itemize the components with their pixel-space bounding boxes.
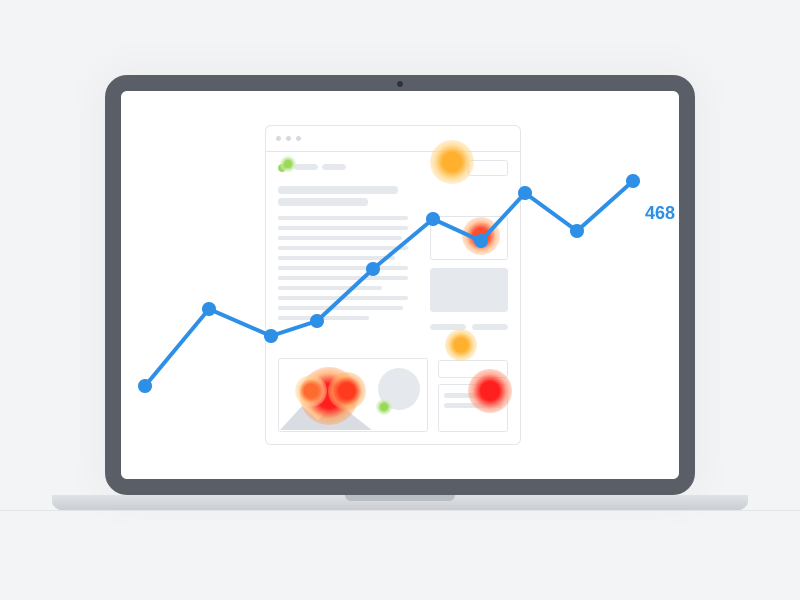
chart-marker [474,234,488,248]
screen-content: 468 [121,91,679,479]
laptop-screen: 468 [105,75,695,495]
chart-marker [570,224,584,238]
chart-marker [426,212,440,226]
table-surface-line [0,510,800,511]
trend-line-chart [121,91,679,479]
chart-marker [264,329,278,343]
chart-marker [626,174,640,188]
chart-marker [518,186,532,200]
chart-marker [366,262,380,276]
illustration-root: 468 [0,0,800,600]
chart-marker [138,379,152,393]
laptop-camera [397,81,403,87]
chart-value-label: 468 [645,203,675,224]
chart-marker [202,302,216,316]
chart-marker [310,314,324,328]
laptop-base [52,495,748,511]
trend-line [145,181,633,386]
